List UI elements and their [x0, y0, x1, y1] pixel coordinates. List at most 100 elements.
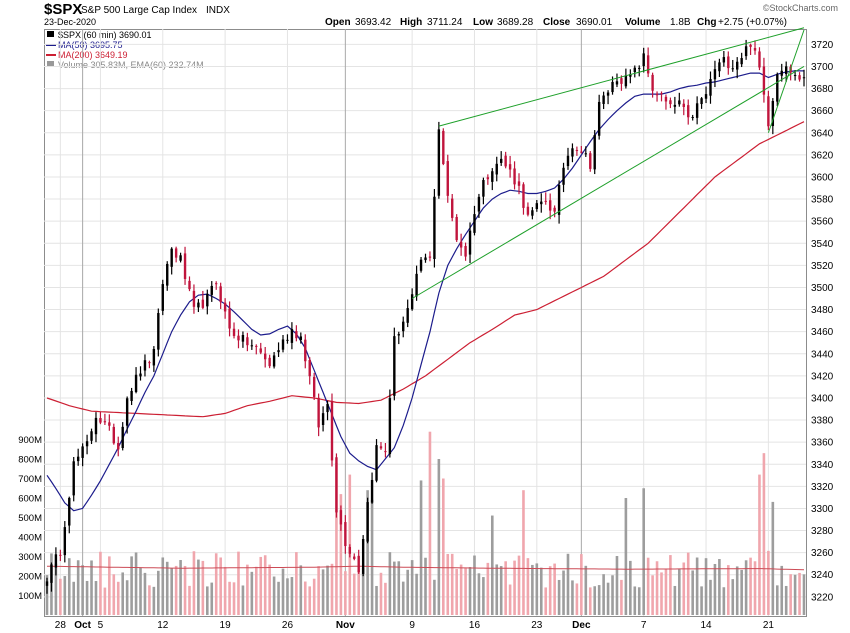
volume-bar: [758, 474, 761, 615]
volume-bar: [508, 584, 512, 615]
volume-bar: [686, 552, 690, 615]
volume-bar: [206, 586, 209, 615]
trendlines: [411, 27, 805, 299]
price-body: [139, 373, 142, 377]
price-body: [611, 81, 614, 93]
price-body: [130, 390, 133, 402]
price-body: [393, 336, 396, 396]
volume-bar: [455, 568, 458, 615]
volume-bar: [94, 581, 98, 615]
price-body: [437, 129, 441, 196]
price-body: [762, 66, 766, 95]
y-tick-label: 3500: [811, 283, 834, 294]
volume-bar: [183, 565, 187, 615]
price-body: [664, 96, 668, 102]
volume-bar: [67, 558, 71, 615]
y-tick-label: 3620: [811, 150, 834, 161]
trendline: [767, 29, 805, 133]
price-body: [366, 502, 369, 542]
volume-bar: [624, 498, 628, 615]
volume-bar: [397, 561, 401, 615]
y-tick-label: 3280: [811, 526, 834, 537]
price-body: [348, 546, 351, 554]
volume-bar: [357, 569, 361, 615]
price-body: [183, 253, 187, 279]
volume-bar: [241, 585, 245, 615]
price-body: [375, 445, 378, 481]
volume-bar: [406, 569, 409, 615]
volume-bar: [254, 566, 258, 615]
volume-bar: [477, 573, 481, 615]
ma200-line: [46, 121, 805, 418]
y-tick-label: 3400: [811, 393, 834, 404]
y-tick-label: 3260: [811, 548, 834, 559]
price-body: [442, 130, 445, 164]
volume-bar: [152, 586, 156, 615]
price-body: [727, 56, 730, 69]
price-body: [477, 196, 481, 212]
price-body: [673, 104, 677, 107]
price-body: [495, 163, 498, 175]
legend-entry: MA(50) 3695.75: [58, 40, 123, 50]
volume-bars: [45, 431, 806, 615]
volume-tick-label: 700M: [18, 474, 42, 485]
trendline: [411, 66, 805, 299]
volume-bar: [388, 552, 392, 615]
volume-bar: [740, 569, 743, 615]
price-body: [575, 149, 579, 151]
volume-bar: [188, 585, 191, 615]
price-bars: [45, 39, 806, 594]
price-body: [758, 51, 761, 68]
volume-bar: [303, 581, 307, 615]
volume-bar: [232, 582, 236, 615]
volume-bar: [54, 563, 58, 615]
volume-bar: [571, 580, 574, 615]
volume-bar: [384, 582, 387, 615]
price-body: [602, 95, 605, 104]
volume-bar: [174, 565, 178, 615]
price-body: [629, 74, 632, 77]
y-tick-label: 3240: [811, 570, 834, 581]
volume-bar: [735, 566, 739, 615]
price-body: [691, 117, 694, 119]
volume-bar: [718, 559, 721, 615]
price-body: [517, 181, 521, 186]
y-tick-label: 3220: [811, 592, 834, 603]
price-body: [687, 105, 690, 118]
price-body: [780, 70, 783, 76]
price-body: [237, 335, 240, 341]
price-body: [353, 556, 356, 559]
x-tick-label: 28: [55, 620, 67, 631]
volume-bar: [201, 560, 205, 615]
price-body: [526, 206, 530, 215]
price-body: [700, 98, 703, 105]
volume-bar: [566, 553, 570, 615]
price-body: [548, 200, 552, 211]
price-body: [299, 336, 303, 340]
price-body: [215, 283, 218, 285]
volume-bar: [473, 555, 476, 615]
volume-bar: [148, 585, 151, 615]
volume-bar: [125, 580, 129, 615]
price-body: [771, 100, 775, 127]
volume-bar: [678, 568, 681, 615]
volume-bar: [651, 575, 654, 615]
price-body: [263, 353, 267, 360]
price-body: [709, 79, 712, 96]
y-tick-label: 3660: [811, 106, 834, 117]
x-tick-label: 19: [220, 620, 232, 631]
volume-bar: [713, 563, 717, 615]
price-body: [59, 554, 62, 556]
price-body: [731, 68, 734, 70]
volume-bar: [112, 574, 116, 615]
volume-bar: [165, 561, 169, 615]
volume-bar: [237, 551, 240, 615]
price-body: [379, 446, 383, 449]
volume-bar: [361, 568, 365, 615]
price-body: [428, 256, 432, 258]
volume-bar: [762, 453, 766, 615]
y-tick-label: 3540: [811, 239, 834, 250]
volume-bar: [682, 562, 686, 615]
price-body: [45, 581, 49, 586]
volume-bar: [557, 579, 561, 615]
